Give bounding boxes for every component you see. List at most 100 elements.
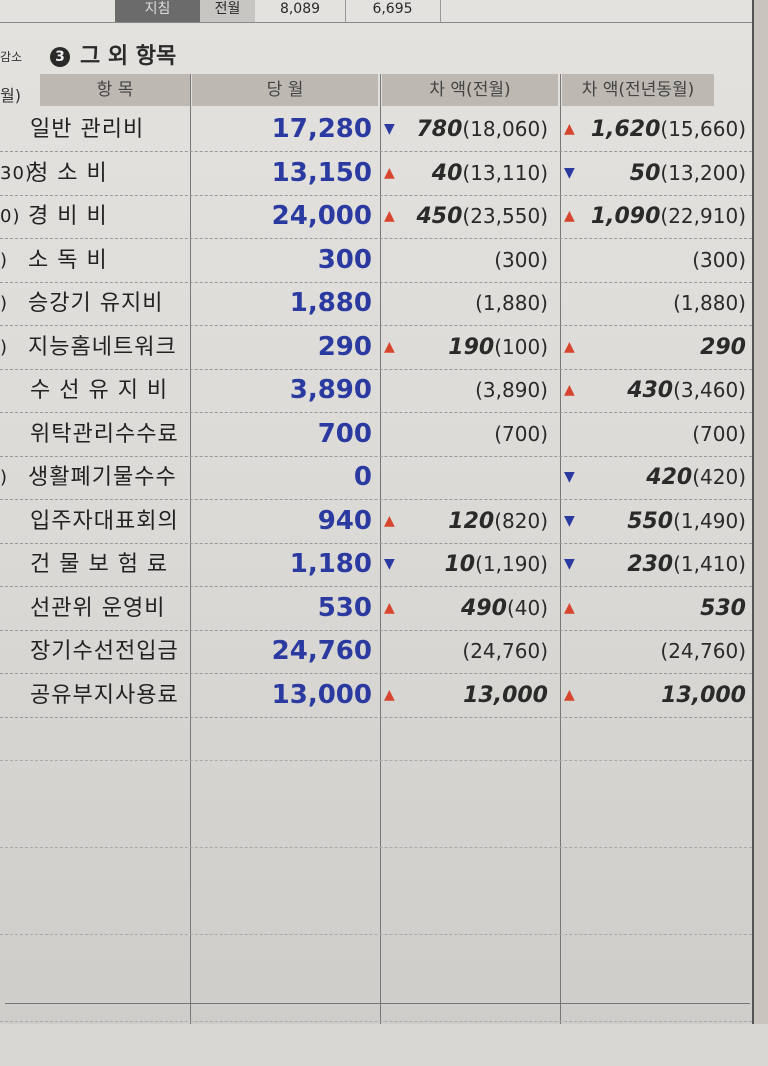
diff-cell: (1,880) xyxy=(560,282,746,325)
item-prefix: 30) xyxy=(0,162,33,184)
diff-cell xyxy=(380,456,548,499)
diff-cell: ▼ 780(18,060) xyxy=(380,108,548,151)
triangle-down-icon: ▼ xyxy=(564,469,575,485)
table-row: ) 생활폐기물수수 0 ▼ 420(420) xyxy=(0,456,752,500)
current-amount: 0 xyxy=(353,462,372,492)
previous-value: (24,760) xyxy=(660,639,746,663)
table-row: ) 소 독 비 300 (300) (300) xyxy=(0,239,752,283)
diff-amount: 230 xyxy=(627,552,674,577)
empty-row xyxy=(0,717,752,761)
item-prefix: ) xyxy=(0,249,9,271)
section-title: 3 그 외 항목 xyxy=(50,38,176,70)
diff-amount: 450 xyxy=(416,204,463,229)
current-amount: 940 xyxy=(317,505,372,536)
diff-amount: 13,000 xyxy=(463,682,548,708)
divider xyxy=(5,1003,750,1004)
strip-value: 8,089 xyxy=(255,0,346,22)
section-title-text: 그 외 항목 xyxy=(80,44,177,69)
diff-cell: (1,880) xyxy=(380,282,548,325)
triangle-up-icon: ▲ xyxy=(564,338,575,355)
current-amount: 700 xyxy=(317,418,372,449)
empty-row xyxy=(0,804,752,848)
diff-cell: ▼ 230(1,410) xyxy=(560,543,746,586)
table-row: ) 지능홈네트워크 290 ▲ 190(100) ▲ 290 xyxy=(0,326,752,370)
diff-amount: 430 xyxy=(627,378,674,403)
triangle-up-icon: ▲ xyxy=(384,686,395,703)
diff-cell: ▲ 530 xyxy=(560,587,746,630)
previous-value: (1,880) xyxy=(475,291,548,315)
diff-cell: ▼ 10(1,190) xyxy=(380,543,548,586)
previous-value: (18,060) xyxy=(462,117,548,141)
diff-cell: ▲ 290 xyxy=(560,326,746,369)
empty-row xyxy=(0,935,752,979)
divider xyxy=(190,74,191,1024)
current-amount: 300 xyxy=(317,244,372,275)
empty-row xyxy=(0,848,752,892)
diff-amount: 10 xyxy=(444,552,476,577)
diff-amount: 780 xyxy=(416,117,463,142)
empty-row xyxy=(0,1022,752,1066)
strip-label: 지침 xyxy=(115,0,200,22)
triangle-up-icon: ▲ xyxy=(384,164,395,181)
current-amount: 1,880 xyxy=(289,288,372,318)
diff-amount: 40 xyxy=(431,160,463,186)
triangle-down-icon: ▼ xyxy=(564,512,575,529)
divider xyxy=(560,74,561,1024)
table-row: 건 물 보 험 료 1,180 ▼ 10(1,190) ▼ 230(1,410) xyxy=(0,543,752,587)
header-item: 항 목 xyxy=(40,74,190,106)
table-row: 수 선 유 지 비 3,890 (3,890) ▲ 430(3,460) xyxy=(0,369,752,413)
current-amount: 530 xyxy=(317,592,372,623)
previous-value: (100) xyxy=(494,334,548,359)
item-label: 경 비 비 xyxy=(28,204,108,229)
triangle-down-icon: ▼ xyxy=(564,556,575,572)
diff-cell: (300) xyxy=(560,239,746,282)
item-label: 승강기 유지비 xyxy=(28,291,164,316)
current-amount: 13,000 xyxy=(271,679,372,710)
table-row: 30) 청 소 비 13,150 ▲ 40(13,110) ▼ 50(13,200) xyxy=(0,152,752,196)
diff-amount: 490 xyxy=(461,595,507,621)
table-row: 공유부지사용료 13,000 ▲ 13,000 ▲ 13,000 xyxy=(0,674,752,718)
item-prefix: 0) xyxy=(0,206,21,227)
item-label: 공유부지사용료 xyxy=(30,682,179,708)
previous-value: (13,110) xyxy=(462,160,548,185)
triangle-up-icon: ▲ xyxy=(384,208,395,224)
diff-cell: ▲ 190(100) xyxy=(380,326,548,369)
table-row: 장기수선전입금 24,760 (24,760) (24,760) xyxy=(0,630,752,674)
item-name: 장기수선전입금 xyxy=(10,630,190,673)
table-row: 선관위 운영비 530 ▲ 490(40) ▲ 530 xyxy=(0,587,752,631)
diff-amount: 13,000 xyxy=(661,682,746,708)
item-name: 0) 경 비 비 xyxy=(0,195,190,238)
item-name: 수 선 유 지 비 xyxy=(10,369,190,412)
triangle-up-icon: ▲ xyxy=(564,382,575,398)
current-amount: 3,890 xyxy=(289,375,372,405)
diff-amount: 550 xyxy=(627,508,674,534)
previous-value: (3,890) xyxy=(475,378,548,402)
item-label: 건 물 보 험 료 xyxy=(30,552,169,577)
previous-value: (1,880) xyxy=(673,291,746,315)
current-amount: 290 xyxy=(317,331,372,362)
current-amount: 24,760 xyxy=(271,636,372,666)
triangle-down-icon: ▼ xyxy=(384,121,395,137)
header-diff-prev-year: 차 액(전년동월) xyxy=(562,74,714,106)
empty-row xyxy=(0,761,752,805)
current-amount: 24,000 xyxy=(271,201,372,231)
previous-value: (23,550) xyxy=(462,204,548,228)
triangle-up-icon: ▲ xyxy=(564,208,575,224)
table-row: 0) 경 비 비 24,000 ▲ 450(23,550) ▲ 1,090(22,910) xyxy=(0,195,752,239)
previous-value: (300) xyxy=(692,247,746,272)
item-label: 장기수선전입금 xyxy=(30,639,179,664)
diff-cell: (700) xyxy=(380,413,548,456)
item-name: ) 생활폐기물수수 xyxy=(0,456,190,499)
item-name: 공유부지사용료 xyxy=(10,674,190,717)
triangle-up-icon: ▲ xyxy=(564,121,575,137)
previous-value: (700) xyxy=(692,421,746,446)
diff-cell: ▼ 50(13,200) xyxy=(560,152,746,195)
side-text: 월) xyxy=(0,86,21,105)
triangle-up-icon: ▲ xyxy=(384,599,395,616)
diff-cell: (24,760) xyxy=(380,630,548,673)
diff-cell: ▲ 40(13,110) xyxy=(380,152,548,195)
previous-value: (300) xyxy=(494,247,548,272)
strip-label: 전월 xyxy=(200,0,255,22)
table-row: 입주자대표회의 940 ▲ 120(820) ▼ 550(1,490) xyxy=(0,500,752,544)
item-prefix: ) xyxy=(0,467,9,488)
